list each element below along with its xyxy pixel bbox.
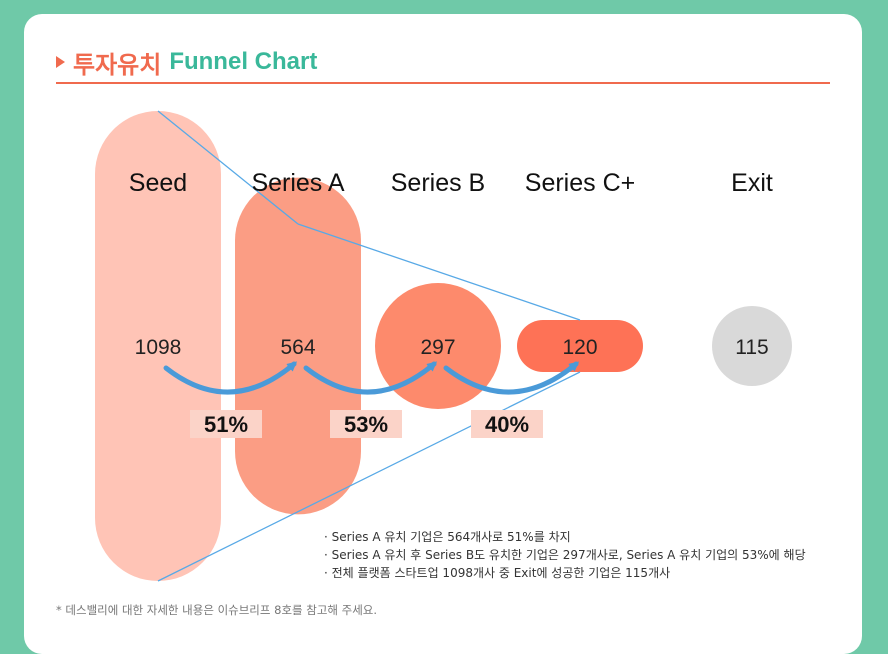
funnel-outline-bottom [157, 371, 581, 582]
title-english: Funnel Chart [169, 48, 318, 75]
conversion-rate-label: 53% [344, 412, 388, 437]
category-label: Exit [731, 169, 773, 197]
category-label: Series C+ [525, 169, 635, 197]
category-label: Seed [129, 169, 187, 197]
note-item: · 전체 플랫폼 스타트업 1098개사 중 Exit에 성공한 기업은 115… [324, 566, 671, 580]
category-label: Series A [251, 169, 344, 197]
conversion-badge [190, 410, 262, 438]
conversion-rate-label: 40% [485, 412, 529, 437]
value-label: 115 [735, 336, 768, 359]
conversion-badge [330, 410, 402, 438]
category-label: Series B [391, 169, 485, 197]
funnel-stage-4 [712, 306, 792, 386]
conversion-rate-label: 51% [204, 412, 248, 437]
conversion-arrow [303, 361, 438, 395]
note-item: · Series A 유치 기업은 564개사로 51%를 차지 [324, 530, 571, 544]
funnel-outline-top [157, 110, 299, 225]
funnel-stage-1 [235, 177, 361, 515]
notes-list: · Series A 유치 기업은 564개사로 51%를 차지 · Serie… [324, 528, 806, 582]
value-label: 1098 [135, 336, 182, 359]
conversion-arrow [163, 361, 298, 395]
funnel-stage-2 [375, 283, 501, 409]
note-item: · Series A 유치 후 Series B도 유치한 기업은 297개사로… [324, 548, 806, 562]
footnote: * 데스밸리에 대한 자세한 내용은 이슈브리프 8호를 참고해 주세요. [56, 603, 378, 617]
section-header: 투자유치 Funnel Chart [56, 46, 318, 79]
header-divider [56, 82, 830, 84]
title-korean: 투자유치 [73, 51, 162, 79]
triangle-bullet-icon [56, 56, 65, 68]
funnel-stage-0 [95, 111, 221, 581]
conversion-arrow [443, 361, 580, 395]
conversion-badge [471, 410, 543, 438]
value-label: 120 [562, 336, 597, 359]
funnel-chart: Seed Series A Series B Series C+ Exit 1098 564… [95, 110, 792, 582]
value-label: 564 [280, 336, 315, 359]
funnel-stage-3 [517, 320, 643, 372]
value-label: 297 [420, 336, 455, 359]
funnel-outline-top [297, 223, 581, 321]
